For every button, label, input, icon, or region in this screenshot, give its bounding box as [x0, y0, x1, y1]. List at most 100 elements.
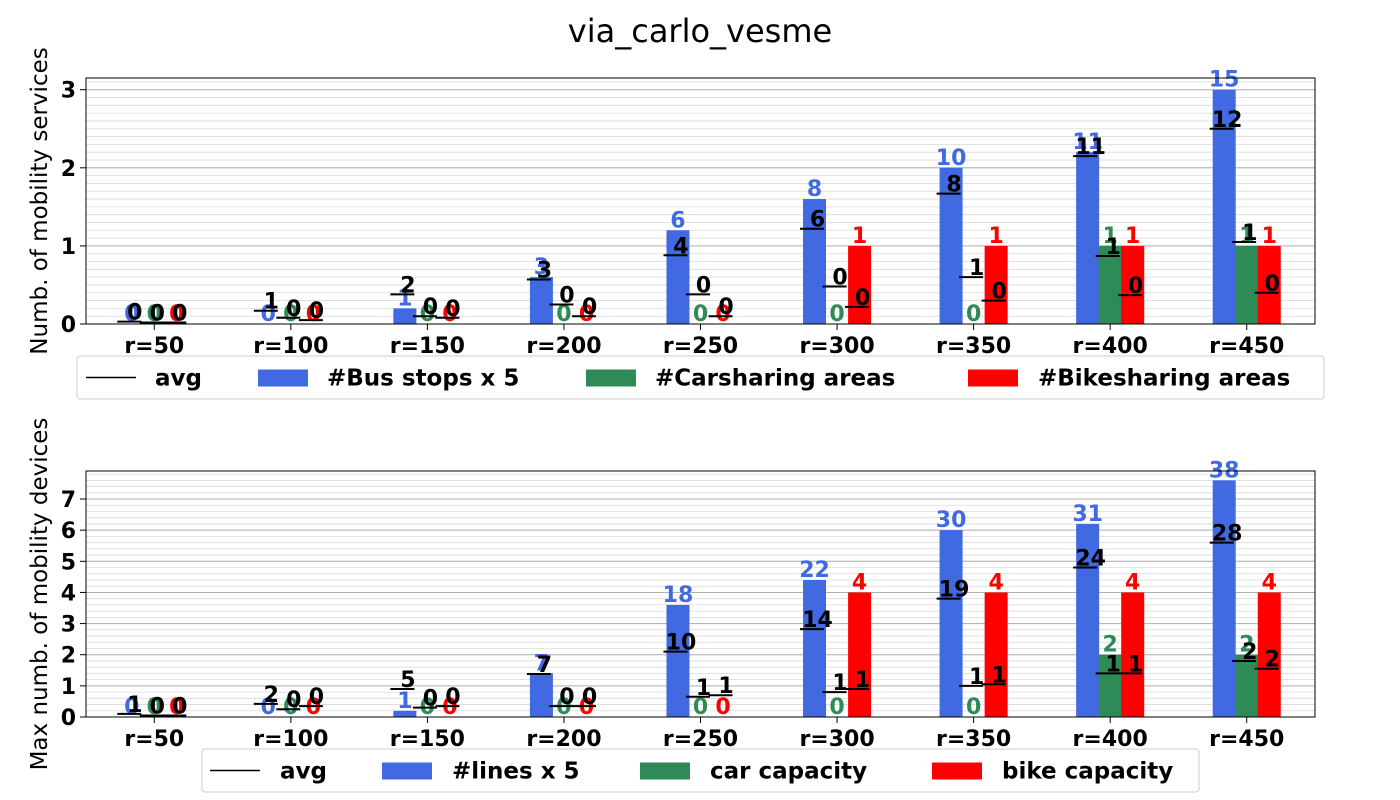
avg-value-label: 2 — [264, 683, 279, 708]
legend-label: #Bikesharing areas — [1038, 366, 1290, 392]
avg-value-label: 0 — [423, 687, 438, 712]
avg-value-label: 1 — [1106, 235, 1121, 260]
x-tick-label: r=350 — [936, 727, 1011, 752]
bar-value-label: 0 — [579, 695, 594, 720]
y-tick-label: 0 — [61, 706, 76, 731]
bar-car-capacity-r-450 — [1235, 654, 1259, 717]
bar-bus-stops-x-5-r-350 — [939, 167, 963, 324]
bar-bikesharing-areas-r-350 — [984, 245, 1008, 324]
bar-lines-x-5-r-450 — [1212, 480, 1236, 717]
avg-value-label: 1 — [969, 665, 984, 690]
avg-value-label: 24 — [1075, 547, 1106, 572]
bar-value-label: 0 — [420, 302, 435, 327]
bar-bike-capacity-r-400 — [1121, 592, 1145, 717]
avg-value-label: 12 — [1212, 108, 1243, 133]
bar-value-label: 0 — [715, 695, 730, 720]
bar-value-label: 0 — [556, 695, 571, 720]
avg-value-label: 0 — [991, 280, 1006, 305]
legend: avg #lines x 5 car capacity bike capacity — [201, 748, 1200, 793]
bar-value-label: 11 — [1072, 130, 1103, 155]
y-tick-label: 2 — [61, 157, 76, 182]
avg-value-label: 1 — [718, 674, 733, 699]
x-tick-label: r=300 — [799, 727, 874, 752]
avg-value-label: 1 — [969, 256, 984, 281]
bar-value-label: 4 — [852, 570, 867, 595]
bar-carsharing-areas-r-450 — [1235, 245, 1259, 324]
avg-value-label: 0 — [150, 301, 165, 326]
bar-lines-x-5-r-350 — [939, 530, 963, 717]
bar-bikesharing-areas-r-300 — [848, 245, 872, 324]
bar-value-label: 0 — [442, 302, 457, 327]
y-axis-label: Numb. of mobility services — [27, 47, 53, 354]
avg-value-label: 0 — [172, 694, 187, 719]
bar-value-label: 0 — [306, 695, 321, 720]
bar-value-label: 0 — [283, 302, 298, 327]
bar-value-label: 0 — [693, 695, 708, 720]
y-tick-label: 3 — [61, 79, 76, 104]
legend-swatch-bikesharing-areas — [968, 369, 1018, 387]
x-tick-label: r=150 — [390, 727, 465, 752]
legend-swatch-car-capacity — [640, 762, 690, 780]
avg-value-label: 0 — [309, 299, 324, 324]
bar-value-label: 15 — [1209, 68, 1240, 93]
bar-value-label: 4 — [1262, 570, 1277, 595]
bar-value-label: 2 — [1239, 633, 1254, 658]
avg-value-label: 19 — [939, 578, 970, 603]
avg-value-label: 0 — [150, 694, 165, 719]
bar-value-label: 6 — [670, 208, 685, 233]
legend: avg #Bus stops x 5 #Carsharing areas #Bikes… — [76, 355, 1325, 400]
bar-value-label: 1 — [852, 224, 867, 249]
x-tick-label: r=400 — [1073, 334, 1148, 359]
avg-value-label: 1 — [1106, 652, 1121, 677]
bar-value-label: 4 — [1125, 570, 1140, 595]
legend-swatch-bus-stops-x-5 — [258, 369, 308, 387]
legend-label: #Bus stops x 5 — [327, 366, 519, 392]
avg-value-label: 0 — [445, 297, 460, 322]
x-tick-label: r=100 — [253, 334, 328, 359]
avg-value-label: 14 — [802, 608, 833, 633]
avg-value-label: 3 — [537, 258, 552, 283]
y-tick-label: 1 — [61, 675, 76, 700]
bar-bike-capacity-r-350 — [984, 592, 1008, 717]
bar-carsharing-areas-r-400 — [1098, 245, 1122, 324]
y-tick-label: 3 — [61, 613, 76, 638]
x-tick-label: r=300 — [799, 334, 874, 359]
x-tick-label: r=100 — [253, 727, 328, 752]
avg-value-label: 6 — [810, 208, 825, 233]
y-tick-label: 1 — [61, 235, 76, 260]
bar-bus-stops-x-5-r-400 — [1076, 152, 1100, 324]
bar-bikesharing-areas-r-400 — [1121, 245, 1145, 324]
x-tick-label: r=400 — [1073, 727, 1148, 752]
avg-value-label: 1 — [127, 693, 142, 718]
bar-value-label: 0 — [147, 302, 162, 327]
avg-value-label: 7 — [537, 653, 552, 678]
bar-value-label: 22 — [799, 558, 830, 583]
bar-value-label: 0 — [966, 695, 981, 720]
avg-value-label: 2 — [1242, 640, 1257, 665]
bar-bus-stops-x-5-r-150 — [393, 308, 417, 324]
bar-lines-x-5-r-400 — [1076, 523, 1100, 717]
y-tick-label: 5 — [61, 550, 76, 575]
avg-value-label: 0 — [559, 685, 574, 710]
avg-value-label: 1 — [696, 676, 711, 701]
avg-value-label: 0 — [309, 685, 324, 710]
legend-label: #lines x 5 — [452, 759, 580, 785]
avg-value-label: 1 — [855, 668, 870, 693]
legend-swatch-lines-x-5 — [382, 762, 432, 780]
avg-value-label: 1 — [832, 671, 847, 696]
bar-value-label: 0 — [261, 695, 276, 720]
bar-bike-capacity-r-450 — [1257, 592, 1281, 717]
avg-value-label: 0 — [855, 286, 870, 311]
bar-value-label: 0 — [966, 302, 981, 327]
legend-swatch-bike-capacity — [932, 762, 982, 780]
x-tick-label: r=50 — [124, 727, 184, 752]
avg-value-label: 28 — [1212, 522, 1243, 547]
avg-value-label: 0 — [286, 688, 301, 713]
avg-value-label: 10 — [666, 631, 697, 656]
avg-value-label: 11 — [1075, 135, 1106, 160]
bar-value-label: 31 — [1072, 502, 1103, 527]
avg-value-label: 5 — [400, 668, 415, 693]
bar-value-label: 4 — [988, 570, 1003, 595]
x-tick-label: r=50 — [124, 334, 184, 359]
